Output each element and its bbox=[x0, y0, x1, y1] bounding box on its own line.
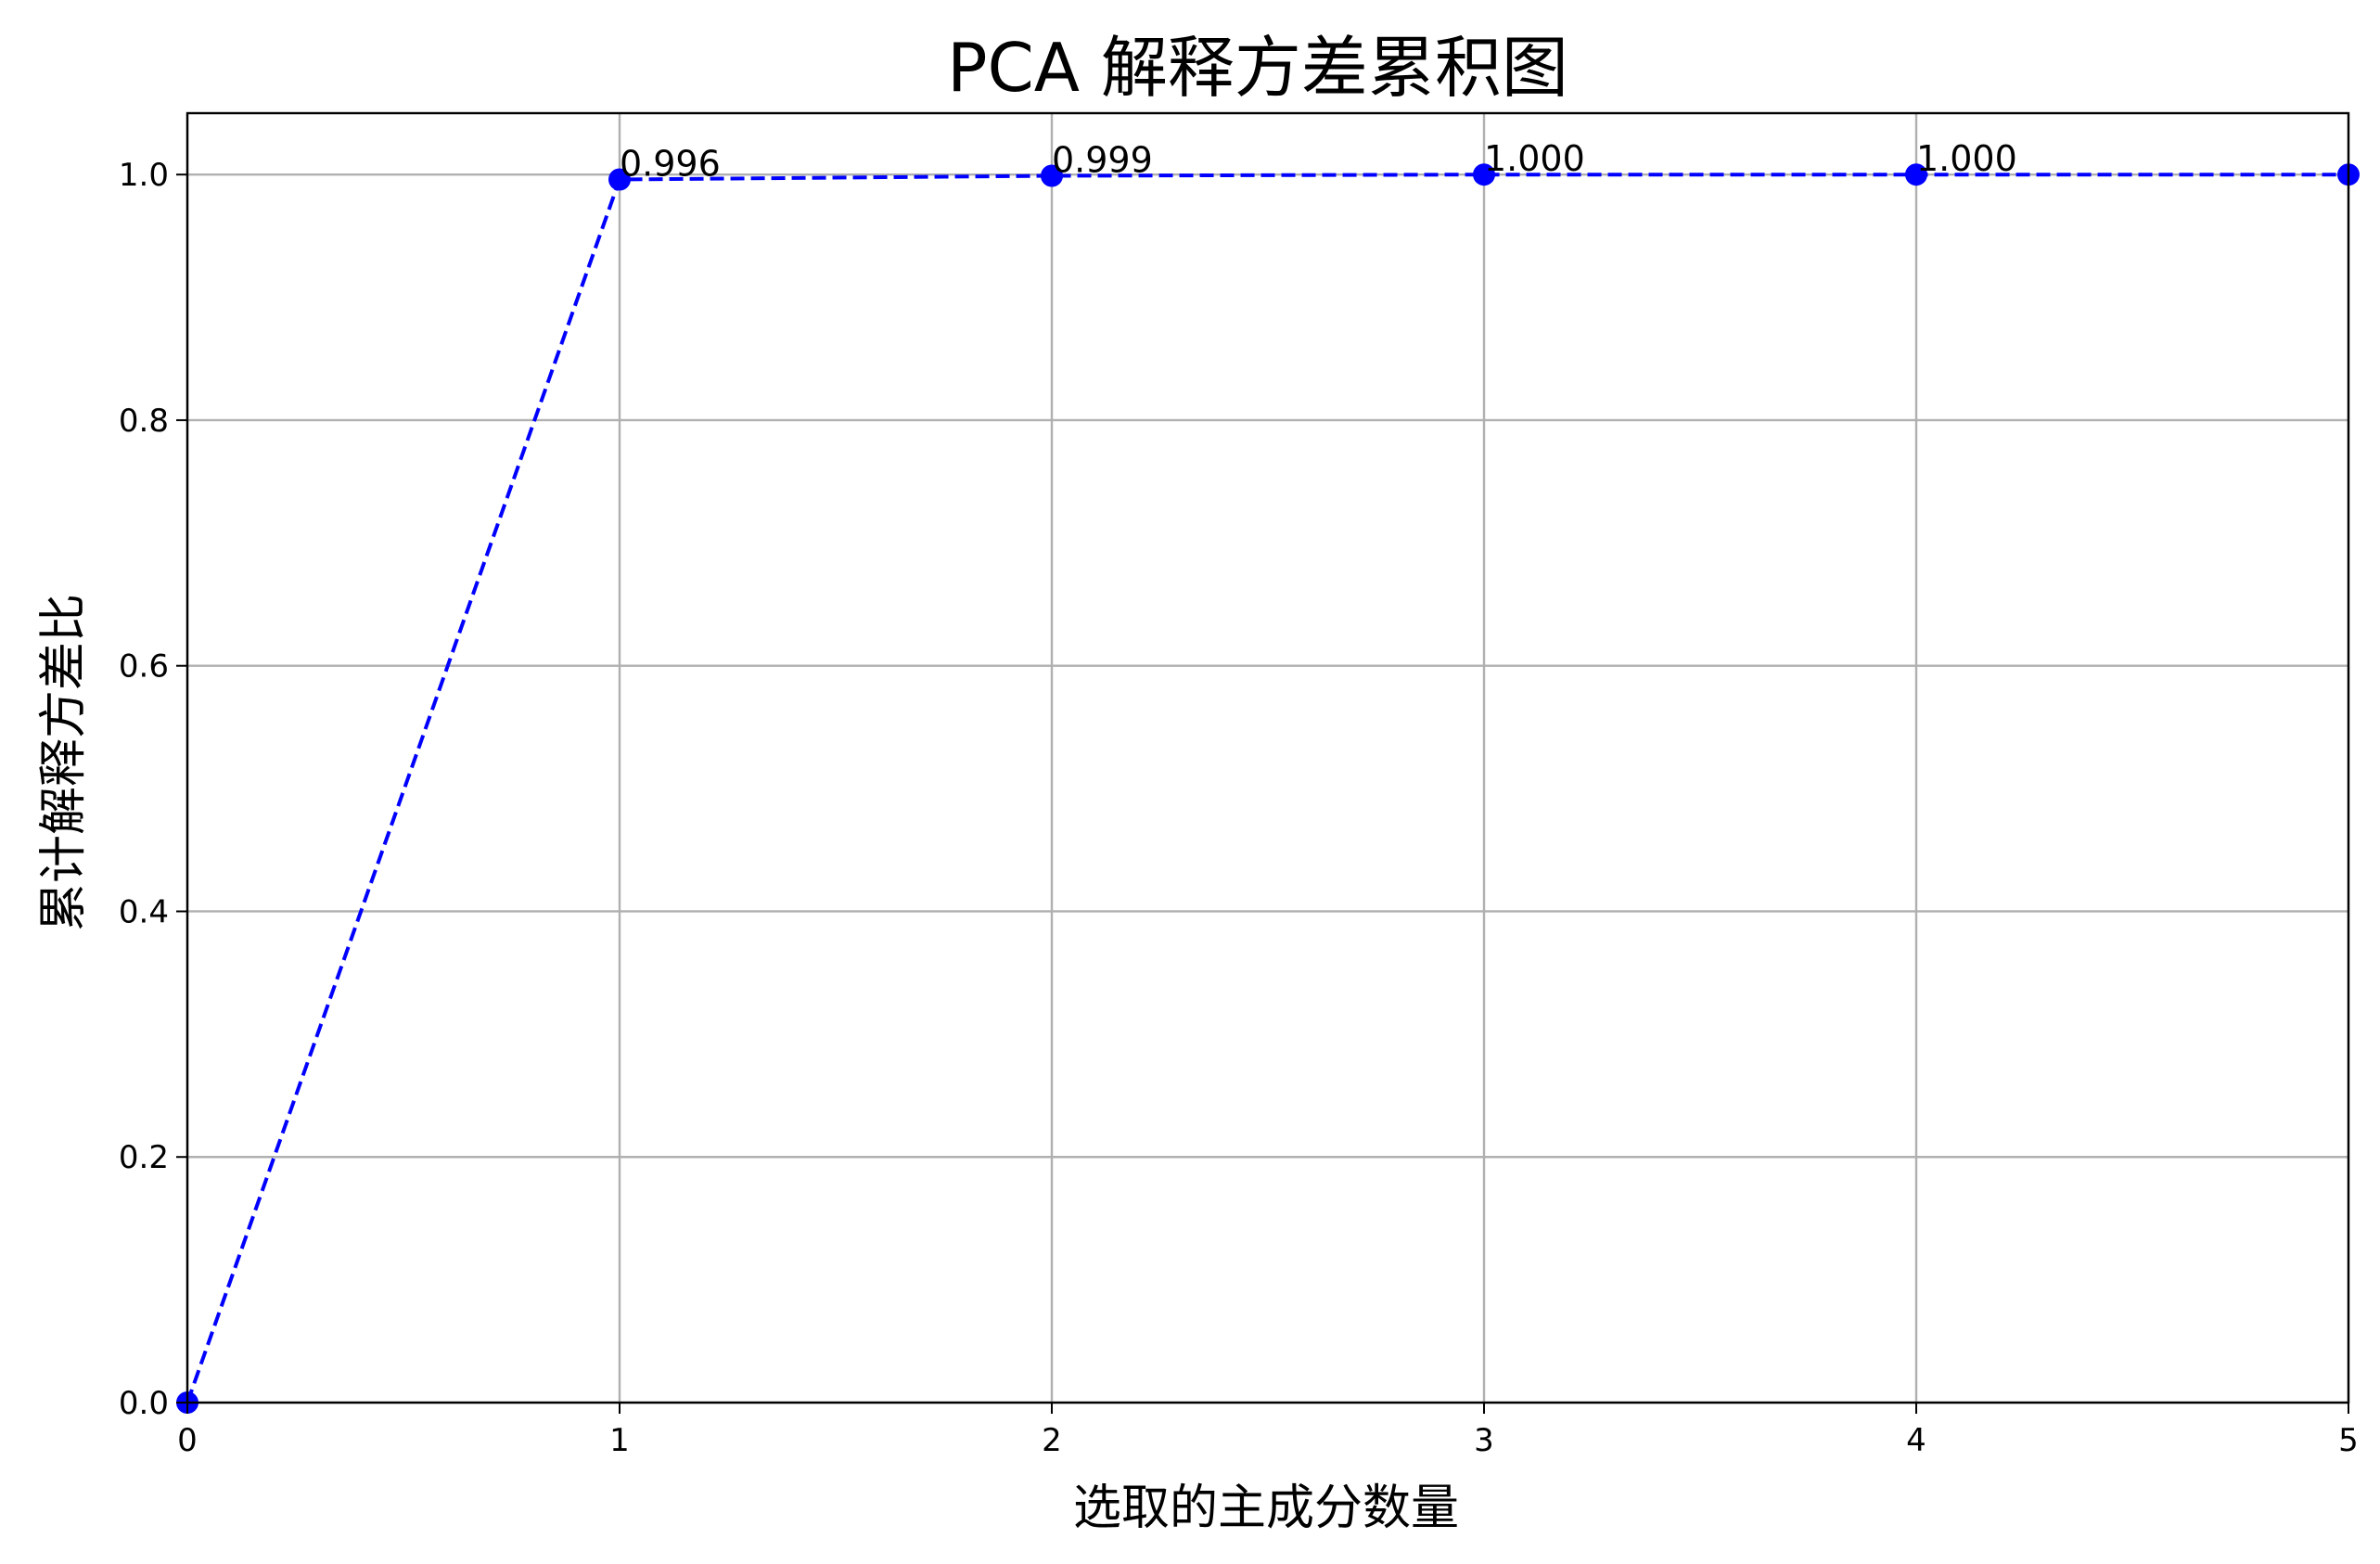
chart-title: PCA 解释方差累积图 bbox=[947, 29, 1568, 107]
data-label: 0.996 bbox=[620, 143, 721, 184]
data-label: 0.999 bbox=[1052, 140, 1153, 181]
x-tick-label: 5 bbox=[2338, 1422, 2359, 1459]
x-tick-label: 3 bbox=[1474, 1422, 1494, 1459]
data-point bbox=[1905, 163, 1927, 186]
x-tick-label: 2 bbox=[1042, 1422, 1062, 1459]
plot-frame bbox=[186, 111, 2350, 1404]
data-point bbox=[1041, 164, 1063, 187]
y-tick-label: 1.0 bbox=[119, 157, 169, 194]
y-axis-label: 累计解释方差比 bbox=[36, 594, 92, 931]
data-point bbox=[1473, 163, 1495, 186]
y-tick-label: 0.2 bbox=[119, 1139, 169, 1176]
x-tick-label: 1 bbox=[609, 1422, 630, 1459]
x-tick-label: 4 bbox=[1906, 1422, 1926, 1459]
data-labels: 0.996 0.999 1.000 1.000 bbox=[620, 138, 2017, 184]
y-tick-label: 0.0 bbox=[119, 1385, 169, 1422]
y-tick-label: 0.6 bbox=[119, 648, 169, 686]
y-tick-label: 0.4 bbox=[119, 893, 169, 930]
ticks: 0 1 2 3 4 5 0.0 0.2 0.4 0.6 0.8 1.0 bbox=[119, 157, 2359, 1459]
data-point bbox=[608, 168, 631, 191]
data-label: 1.000 bbox=[1916, 138, 2017, 179]
grid bbox=[186, 113, 2350, 1404]
data-label: 1.000 bbox=[1484, 138, 1585, 179]
series-layer bbox=[176, 163, 2360, 1414]
series-line bbox=[186, 173, 2348, 1404]
y-tick-label: 0.8 bbox=[119, 403, 169, 440]
x-tick-label: 0 bbox=[177, 1422, 198, 1459]
x-axis-label: 选取的主成分数量 bbox=[1073, 1481, 1459, 1536]
